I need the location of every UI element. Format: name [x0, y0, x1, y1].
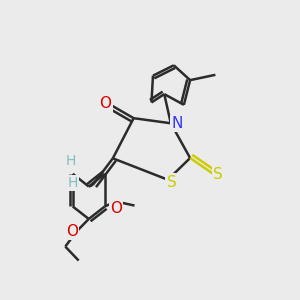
Text: O: O [99, 96, 111, 111]
Text: S: S [214, 167, 223, 182]
Text: S: S [167, 175, 176, 190]
Text: N: N [171, 116, 182, 131]
Text: O: O [66, 224, 78, 239]
Text: H: H [68, 176, 78, 190]
Text: O: O [110, 201, 122, 216]
Text: H: H [66, 154, 76, 168]
